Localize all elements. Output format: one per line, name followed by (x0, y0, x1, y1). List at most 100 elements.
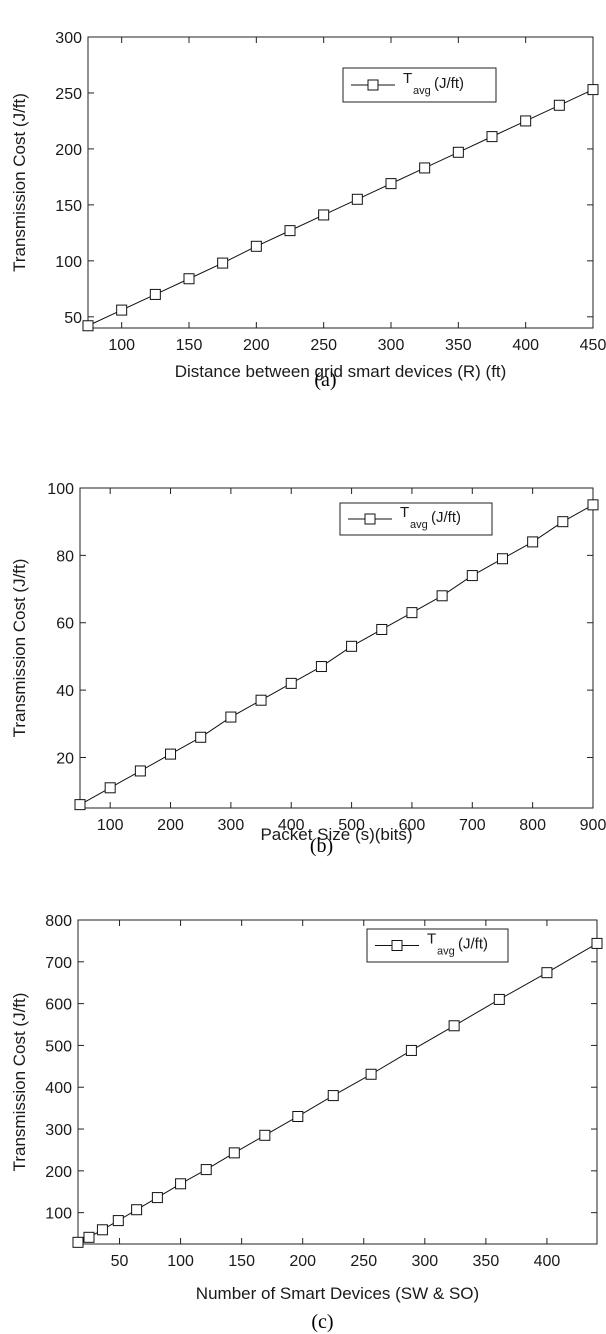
x-axis-label: Packet Size (s)(bits) (260, 825, 412, 844)
y-axis-label: Transmission Cost (J/ft) (10, 93, 29, 272)
y-tick-label: 60 (56, 616, 74, 633)
y-tick-label: 20 (56, 750, 74, 767)
legend-marker (391, 940, 403, 951)
legend-label-unit: (J/ft) (431, 509, 461, 526)
x-tick-label: 600 (399, 817, 426, 834)
x-tick-label: 350 (473, 1253, 500, 1270)
data-point-marker (83, 1231, 95, 1243)
x-tick-label: 300 (378, 337, 405, 354)
panel-caption: (c) (311, 1311, 333, 1333)
x-tick-label: 400 (534, 1253, 561, 1270)
data-point-marker (587, 84, 599, 96)
y-tick-label: 250 (55, 86, 82, 103)
x-tick-label: 200 (289, 1253, 316, 1270)
data-point-marker (541, 967, 553, 979)
y-tick-label: 150 (55, 198, 82, 215)
data-point-marker (255, 694, 267, 706)
x-tick-label: 900 (580, 817, 606, 834)
legend-label-main: T (403, 70, 412, 87)
data-point-marker (315, 661, 327, 673)
data-point-marker (553, 99, 565, 111)
x-tick-label: 100 (97, 817, 124, 834)
data-point-marker (452, 146, 464, 158)
data-point-marker (200, 1164, 212, 1176)
x-tick-label: 200 (243, 337, 270, 354)
data-point-marker (225, 711, 237, 723)
x-tick-label: 100 (167, 1253, 194, 1270)
y-tick-label: 100 (47, 481, 74, 498)
legend-label-unit: (J/ft) (434, 75, 464, 92)
x-tick-label: 250 (310, 337, 337, 354)
x-tick-label: 300 (411, 1253, 438, 1270)
x-tick-label: 300 (218, 817, 245, 834)
data-point-marker (284, 225, 296, 237)
series-line (79, 504, 594, 806)
data-point-marker (131, 1204, 143, 1216)
data-point-marker (466, 570, 478, 582)
y-tick-label: 500 (45, 1038, 72, 1055)
data-point-marker (217, 257, 229, 269)
data-point-marker (318, 209, 330, 221)
data-point-marker (365, 1068, 377, 1080)
y-tick-label: 600 (45, 997, 72, 1014)
y-axis-label: Transmission Cost (J/ft) (10, 559, 29, 738)
data-point-marker (183, 273, 195, 285)
data-point-marker (376, 623, 388, 635)
y-tick-label: 300 (55, 30, 82, 47)
data-point-marker (557, 516, 569, 528)
data-point-marker (436, 590, 448, 602)
data-point-marker (419, 162, 431, 174)
y-tick-label: 40 (56, 683, 74, 700)
plot-frame (87, 36, 594, 329)
x-tick-label: 250 (350, 1253, 377, 1270)
x-tick-label: 150 (176, 337, 203, 354)
data-point-marker (74, 799, 86, 811)
x-tick-label: 500 (338, 817, 365, 834)
data-point-marker (195, 731, 207, 743)
y-tick-label: 800 (45, 913, 72, 930)
data-point-marker (327, 1090, 339, 1102)
data-point-marker (72, 1236, 84, 1248)
data-point-marker (104, 782, 116, 794)
legend-label-sub: avg (413, 85, 431, 97)
x-tick-label: 350 (445, 337, 472, 354)
chart-c: 50 100 150 200 250 300 350 400 100 200 300 400 500 60… (10, 913, 603, 1333)
data-point-marker (151, 1192, 163, 1204)
data-point-marker (351, 193, 363, 205)
y-axis-label: Transmission Cost (J/ft) (10, 993, 29, 1172)
plot-frame (77, 919, 598, 1245)
data-point-marker (346, 640, 358, 652)
legend-marker (367, 79, 379, 91)
y-tick-label: 700 (45, 955, 72, 972)
data-point-marker (385, 178, 397, 190)
y-tick-label: 400 (45, 1080, 72, 1097)
x-tick-label: 100 (108, 337, 135, 354)
data-point-marker (259, 1129, 271, 1141)
x-tick-label: 400 (512, 337, 539, 354)
data-point-marker (228, 1147, 240, 1159)
data-point-marker (496, 553, 508, 565)
data-point-marker (165, 748, 177, 760)
data-point-marker (292, 1110, 304, 1122)
y-tick-label: 50 (64, 310, 82, 327)
x-tick-label: 450 (580, 337, 606, 354)
data-point-marker (149, 288, 161, 300)
y-tick-label: 100 (45, 1206, 72, 1223)
data-point-marker (175, 1178, 187, 1190)
y-tick-label: 200 (55, 142, 82, 159)
data-point-marker (134, 765, 146, 777)
x-axis-label: Number of Smart Devices (SW & SO) (196, 1284, 479, 1303)
x-tick-label: 400 (278, 817, 305, 834)
x-axis-label: Distance between grid smart devices (R) … (175, 362, 507, 381)
data-point-marker (405, 1044, 417, 1056)
legend-label-main: T (400, 504, 409, 521)
x-tick-label: 150 (228, 1253, 255, 1270)
panel-caption: (a) (314, 369, 336, 391)
x-tick-label: 700 (459, 817, 486, 834)
data-point-marker (116, 304, 128, 316)
panel-caption: (b) (310, 835, 333, 857)
y-tick-label: 100 (55, 254, 82, 271)
